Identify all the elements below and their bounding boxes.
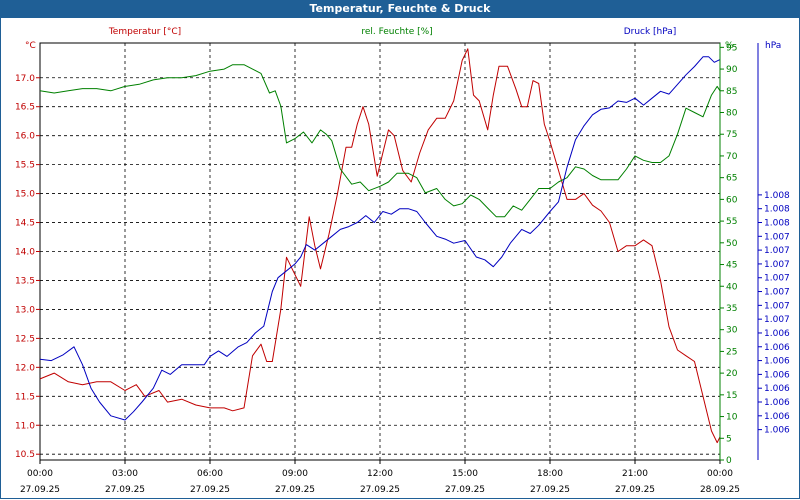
x-tick-date: 27.09.25 <box>275 485 315 495</box>
temp-tick-label: 17.0 <box>15 74 35 84</box>
x-tick-time: 00:00 <box>707 469 733 479</box>
x-tick-date: 28.09.25 <box>700 485 740 495</box>
humidity-tick-label: 45 <box>726 261 737 271</box>
pressure-tick-label: 1.008 <box>764 205 790 215</box>
humidity-tick-label: 90 <box>726 65 738 75</box>
humidity-tick-label: 70 <box>726 152 738 162</box>
humidity-tick-label: 0 <box>726 456 732 466</box>
pressure-tick-label: 1.008 <box>764 191 790 201</box>
x-tick-date: 27.09.25 <box>530 485 570 495</box>
x-tick-date: 27.09.25 <box>615 485 655 495</box>
x-tick-date: 27.09.25 <box>105 485 145 495</box>
pressure-tick-label: 1.007 <box>764 246 790 256</box>
temp-tick-label: 11.0 <box>15 421 35 431</box>
x-tick-time: 15:00 <box>452 469 478 479</box>
humidity-tick-label: 35 <box>726 304 737 314</box>
temp-tick-label: 13.0 <box>15 305 35 315</box>
pressure-series-line <box>39 56 721 421</box>
pressure-tick-label: 1.006 <box>764 343 790 353</box>
humidity-tick-label: 20 <box>726 369 738 379</box>
x-tick-date: 27.09.25 <box>190 485 230 495</box>
x-tick-date: 27.09.25 <box>20 485 60 495</box>
pressure-tick-label: 1.006 <box>764 357 790 367</box>
humidity-tick-label: 50 <box>726 239 738 249</box>
pressure-tick-label: 1.006 <box>764 412 790 422</box>
humidity-tick-label: 15 <box>726 391 737 401</box>
humidity-tick-label: 60 <box>726 195 738 205</box>
temp-tick-label: 15.5 <box>15 161 35 171</box>
window-title-bar: Temperatur, Feuchte & Druck <box>0 0 800 18</box>
humidity-tick-label: 80 <box>726 109 738 119</box>
window-title: Temperatur, Feuchte & Druck <box>309 2 491 15</box>
x-tick-time: 06:00 <box>197 469 223 479</box>
x-tick-time: 09:00 <box>282 469 308 479</box>
temp-tick-label: 13.5 <box>15 276 35 286</box>
pressure-tick-label: 1.007 <box>764 288 790 298</box>
humidity-tick-label: 85 <box>726 87 737 97</box>
temp-tick-label: 14.5 <box>15 219 35 229</box>
temp-tick-label: 16.5 <box>15 103 35 113</box>
pressure-axis-unit: hPa <box>765 41 781 51</box>
pressure-tick-label: 1.007 <box>764 260 790 270</box>
pressure-tick-label: 1.007 <box>764 274 790 284</box>
x-tick-date: 27.09.25 <box>445 485 485 495</box>
x-tick-time: 21:00 <box>622 469 648 479</box>
x-tick-time: 18:00 <box>537 469 563 479</box>
humidity-tick-label: 55 <box>726 217 737 227</box>
humidity-tick-label: 95 <box>726 43 737 53</box>
humidity-tick-label: 5 <box>726 434 732 444</box>
humidity-legend: rel. Feuchte [%] <box>361 27 432 37</box>
temp-tick-label: 15.0 <box>15 190 35 200</box>
pressure-tick-label: 1.006 <box>764 426 790 436</box>
left-axis-unit: °C <box>25 41 36 51</box>
pressure-legend: Druck [hPa] <box>624 27 677 37</box>
temperature-series-line <box>39 48 721 444</box>
temp-tick-label: 12.5 <box>15 334 35 344</box>
temp-tick-label: 10.5 <box>15 450 35 460</box>
humidity-tick-label: 30 <box>726 326 738 336</box>
pressure-tick-label: 1.006 <box>764 384 790 394</box>
temp-tick-label: 11.5 <box>15 392 35 402</box>
humidity-tick-label: 25 <box>726 347 737 357</box>
pressure-tick-label: 1.007 <box>764 301 790 311</box>
axes-layer: 00:00 27.09.25 03:00 27.09.25 06:00 27.09.25 0… <box>15 43 790 495</box>
temp-tick-label: 16.0 <box>15 132 35 142</box>
humidity-tick-label: 40 <box>726 282 738 292</box>
pressure-tick-label: 1.007 <box>764 315 790 325</box>
x-tick-time: 12:00 <box>367 469 393 479</box>
temp-tick-label: 14.0 <box>15 248 35 258</box>
x-tick-time: 03:00 <box>112 469 138 479</box>
humidity-axis-unit: % <box>725 41 734 51</box>
x-tick-date: 27.09.25 <box>360 485 400 495</box>
series-layer <box>39 48 721 444</box>
pressure-tick-label: 1.007 <box>764 232 790 242</box>
temperature-legend: Temperatur [°C] <box>108 27 181 37</box>
x-tick-time: 00:00 <box>27 469 53 479</box>
temp-tick-label: 12.0 <box>15 363 35 373</box>
humidity-tick-label: 10 <box>726 413 738 423</box>
humidity-tick-label: 65 <box>726 174 737 184</box>
pressure-tick-label: 1.006 <box>764 398 790 408</box>
pressure-tick-label: 1.008 <box>764 219 790 229</box>
pressure-tick-label: 1.006 <box>764 370 790 380</box>
humidity-series-line <box>39 64 721 218</box>
pressure-tick-label: 1.006 <box>764 329 790 339</box>
humidity-tick-label: 75 <box>726 130 737 140</box>
